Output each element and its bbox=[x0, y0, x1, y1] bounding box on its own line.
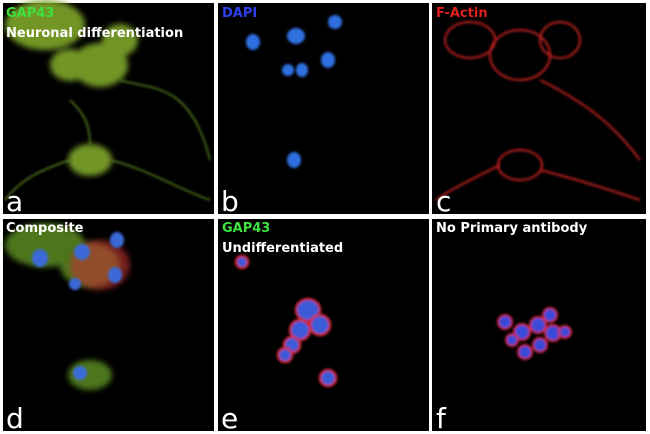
panel-f bbox=[432, 219, 646, 431]
panel-d bbox=[3, 219, 214, 431]
panel-letter: b bbox=[221, 185, 239, 218]
panel-letter: c bbox=[436, 185, 451, 218]
panel-a bbox=[3, 0, 214, 214]
stain-label: GAP43 bbox=[6, 6, 54, 21]
stain-label: DAPI bbox=[222, 6, 257, 21]
panel-letter: a bbox=[6, 185, 23, 218]
panel-letter: d bbox=[6, 402, 24, 434]
stain-label: F-Actin bbox=[436, 6, 488, 21]
note-label: Neuronal differentiation bbox=[6, 26, 183, 41]
note-label: Undifferentiated bbox=[222, 241, 343, 256]
stain-label: Composite bbox=[6, 221, 84, 236]
panel-c bbox=[432, 3, 646, 214]
panel-letter: e bbox=[221, 402, 238, 434]
panel-letter: f bbox=[436, 402, 447, 434]
stain-label: GAP43 bbox=[222, 221, 270, 236]
stain-label: No Primary antibody bbox=[436, 221, 588, 236]
panel-b bbox=[218, 3, 429, 214]
panel-e bbox=[218, 219, 429, 431]
